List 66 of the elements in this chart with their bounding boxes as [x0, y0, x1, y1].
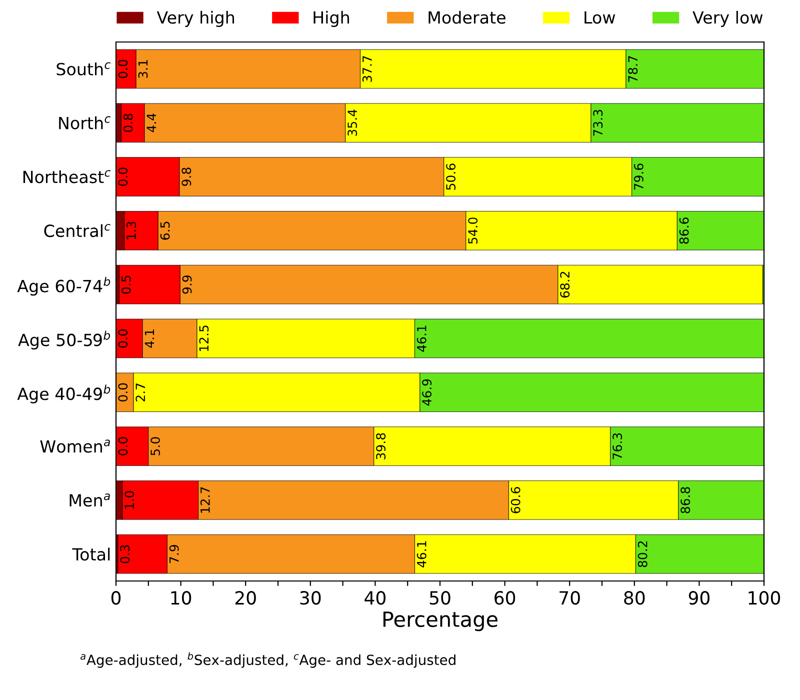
annotation: 7.9	[169, 544, 179, 563]
x-tick-label: 0	[111, 591, 121, 605]
annotation: 86.6	[679, 218, 689, 244]
annotation: 80.2	[638, 541, 648, 568]
y-tick-label: Men$^{a}$	[70, 493, 110, 507]
legend-label: Very high	[156, 10, 234, 27]
annotation: 68.2	[560, 272, 570, 298]
annotation: 60.6	[510, 487, 520, 514]
x-tick-label: 100	[748, 591, 780, 605]
annotation: 0.0	[118, 60, 128, 78]
y-tick-label: Central$^{c}$	[44, 224, 110, 238]
annotation: 0.0	[118, 383, 128, 402]
annotation: 76.3	[612, 433, 622, 460]
y-tick-label: Age 60-74$^{b}$	[17, 276, 110, 296]
annotation: 54.0	[468, 218, 478, 244]
annotation: 0.0	[118, 329, 128, 348]
annotation: 0.0	[118, 168, 128, 186]
x-tick-label: 60	[494, 591, 516, 605]
legend-label: Moderate	[428, 10, 506, 24]
annotation: 0.0	[118, 437, 128, 456]
annotation: 37.7	[362, 56, 372, 82]
annotation: 78.7	[628, 56, 638, 82]
y-tick-label: Age 50-59$^{b}$	[18, 330, 110, 350]
annotation: 1.0	[124, 491, 134, 509]
annotation: 12.5	[199, 326, 209, 351]
annotation: 2.7	[136, 383, 145, 402]
y-tick-label: Northeast$^{c}$	[23, 170, 111, 184]
x-tick-label: 50	[430, 591, 450, 605]
annotation: 46.1	[416, 541, 426, 568]
legend-label: Very low	[692, 10, 763, 27]
x-axis-title: Percentage	[383, 612, 498, 632]
x-tick-label: 10	[171, 591, 192, 605]
x-tick-label: 30	[300, 591, 321, 605]
annotation: 50.6	[446, 164, 456, 190]
annotation: 46.1	[416, 326, 426, 352]
annotation: 3.1	[138, 60, 148, 78]
annotation: 73.3	[593, 110, 603, 136]
annotation: 46.9	[422, 379, 432, 406]
x-tick-label: 40	[364, 591, 386, 605]
annotation: 4.4	[146, 114, 156, 132]
x-tick-label: 90	[688, 591, 710, 605]
annotation: 4.1	[144, 330, 154, 348]
x-tick-label: 80	[624, 591, 645, 605]
y-tick-label: Age 40-49$^{b}$	[17, 384, 110, 404]
annotation: 0.3	[120, 545, 130, 564]
text: $^{a}$Age-adjusted, $^{b}$Sex-adjusted, $^{c}$Age- and Sex-adjusted	[80, 652, 456, 668]
legend-label: High	[314, 10, 349, 27]
annotation: 0.8	[123, 114, 133, 132]
annotation: 6.5	[160, 222, 170, 240]
annotation: 39.8	[376, 433, 386, 460]
x-tick-label: 20	[235, 591, 256, 605]
annotation: 79.6	[634, 164, 644, 190]
annotation: 5.0	[150, 437, 160, 456]
x-tick-label: 70	[560, 591, 580, 605]
y-tick-label: North$^{c}$	[59, 116, 110, 130]
annotation: 0.5	[121, 276, 131, 294]
annotation: 9.9	[182, 275, 192, 294]
annotation: 1.3	[126, 222, 136, 240]
y-tick-label: Women$^{a}$	[40, 440, 110, 453]
y-tick-label: Total	[72, 548, 110, 561]
annotation: 9.8	[182, 168, 192, 186]
annotation: 12.7	[200, 487, 210, 513]
y-tick-label: South$^{c}$	[56, 62, 110, 76]
legend-label: Low	[584, 11, 616, 24]
annotation: 35.4	[348, 110, 358, 136]
annotation: 86.8	[680, 487, 690, 514]
